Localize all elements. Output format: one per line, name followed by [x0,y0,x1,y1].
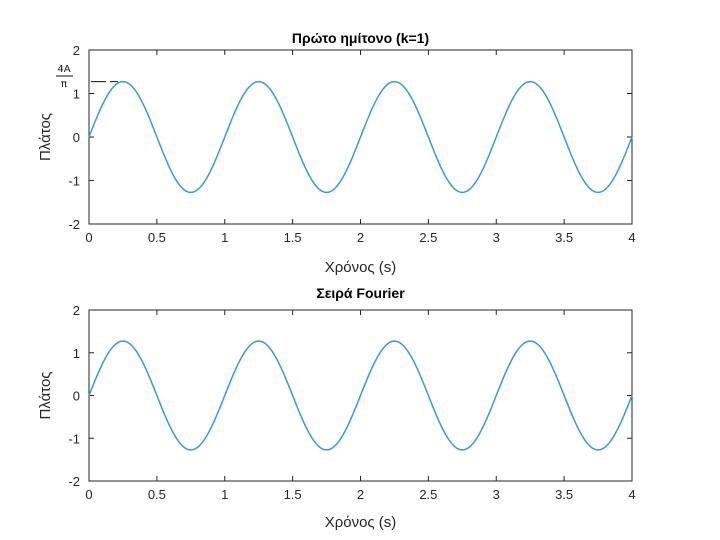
amplitude-annotation: 4A π [56,64,118,90]
series-line-1 [88,80,633,194]
chart-title: Σειρά Fourier [316,285,405,301]
x-tick-label: 0 [85,487,92,502]
x-tick-label: 1 [221,487,228,502]
x-tick-label: 0.5 [148,487,166,502]
x-tick-label: 1.5 [284,487,302,502]
subplot-2: 0 0.5 1 1.5 2 2.5 3 3.5 4 2 1 0 -1 -2 Σειρά Fourier Χρό… [37,285,636,531]
x-tick-label: 4 [628,487,635,502]
x-tick-label: 4 [628,230,635,245]
chart-title: Πρώτο ημίτονο (k=1) [292,30,429,46]
y-axis-label: Πλάτος [37,113,54,161]
subplot-1: 0 0.5 1 1.5 2 2.5 3 3.5 4 2 1 0 -1 -2 Πρώτο ημίτονο (k… [37,30,636,276]
x-tick-label: 0.5 [148,230,166,245]
y-tick-label: -1 [68,431,80,446]
x-tick-label: 0 [85,230,92,245]
x-tick-label: 3 [493,230,500,245]
x-tick-label: 2.5 [419,487,437,502]
annotation-denominator: π [61,79,67,90]
x-tick-label: 3.5 [555,230,573,245]
y-tick-label: -1 [68,174,80,189]
x-tick-label: 2 [357,230,364,245]
x-tick-label: 2.5 [419,230,437,245]
y-tick-label: 2 [73,43,80,58]
x-axis-label: Χρόνος (s) [325,514,397,531]
x-tick-label: 1.5 [284,230,302,245]
x-tick-label: 3 [493,487,500,502]
y-axis-label: Πλάτος [37,371,54,419]
series-line-1 [88,340,633,451]
y-tick-label: 0 [73,389,80,404]
x-axis-label: Χρόνος (s) [325,259,397,276]
x-tick-label: 2 [357,487,364,502]
annotation-numerator: 4A [57,64,70,75]
y-tick-label: 2 [73,303,80,318]
y-tick-label: 0 [73,130,80,145]
y-tick-label: 1 [73,346,80,361]
y-tick-label: 1 [73,87,80,102]
x-tick-label: 1 [221,230,228,245]
y-tick-label: -2 [68,474,80,489]
x-tick-label: 3.5 [555,487,573,502]
y-tick-label: -2 [68,217,80,232]
